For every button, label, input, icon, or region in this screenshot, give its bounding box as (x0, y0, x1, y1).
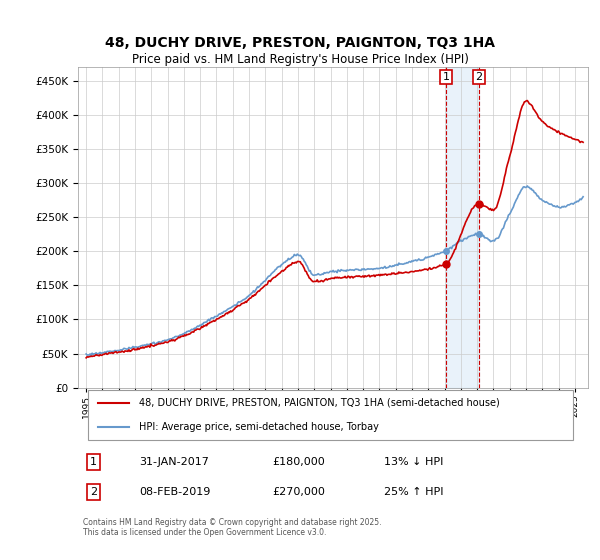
Text: 2: 2 (475, 72, 482, 82)
Text: £270,000: £270,000 (272, 487, 325, 497)
Text: £180,000: £180,000 (272, 457, 325, 466)
Text: 13% ↓ HPI: 13% ↓ HPI (384, 457, 443, 466)
Text: 48, DUCHY DRIVE, PRESTON, PAIGNTON, TQ3 1HA: 48, DUCHY DRIVE, PRESTON, PAIGNTON, TQ3 … (105, 36, 495, 50)
Text: Contains HM Land Registry data © Crown copyright and database right 2025.
This d: Contains HM Land Registry data © Crown c… (83, 517, 382, 537)
Text: HPI: Average price, semi-detached house, Torbay: HPI: Average price, semi-detached house,… (139, 422, 379, 432)
Text: 08-FEB-2019: 08-FEB-2019 (139, 487, 211, 497)
Text: 48, DUCHY DRIVE, PRESTON, PAIGNTON, TQ3 1HA (semi-detached house): 48, DUCHY DRIVE, PRESTON, PAIGNTON, TQ3 … (139, 398, 500, 408)
Text: Price paid vs. HM Land Registry's House Price Index (HPI): Price paid vs. HM Land Registry's House … (131, 53, 469, 66)
Text: 31-JAN-2017: 31-JAN-2017 (139, 457, 209, 466)
Text: 1: 1 (442, 72, 449, 82)
Text: 25% ↑ HPI: 25% ↑ HPI (384, 487, 443, 497)
FancyBboxPatch shape (88, 390, 573, 440)
Text: 2: 2 (90, 487, 97, 497)
Text: 1: 1 (90, 457, 97, 466)
